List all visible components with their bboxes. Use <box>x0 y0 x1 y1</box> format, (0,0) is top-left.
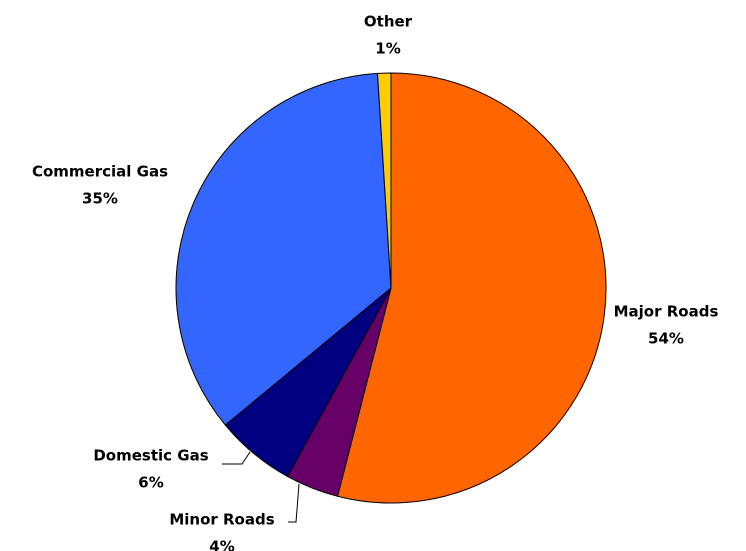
slice-label: Domestic Gas <box>93 447 208 465</box>
slice-label: Major Roads <box>614 303 719 321</box>
slice-label: Commercial Gas <box>32 163 168 181</box>
leader-line <box>288 483 300 523</box>
pie-slice <box>336 72 607 504</box>
pie-slice <box>376 72 392 289</box>
slice-value-label: 54% <box>648 330 684 348</box>
slice-label: Other <box>364 13 413 31</box>
slice-label: Minor Roads <box>169 511 274 529</box>
slice-value-label: 4% <box>209 538 234 551</box>
leader-line <box>222 451 251 465</box>
slice-value-label: 6% <box>138 474 163 492</box>
pie-slice <box>175 72 392 426</box>
slice-value-label: 1% <box>375 40 400 58</box>
slice-value-label: 35% <box>82 190 118 208</box>
